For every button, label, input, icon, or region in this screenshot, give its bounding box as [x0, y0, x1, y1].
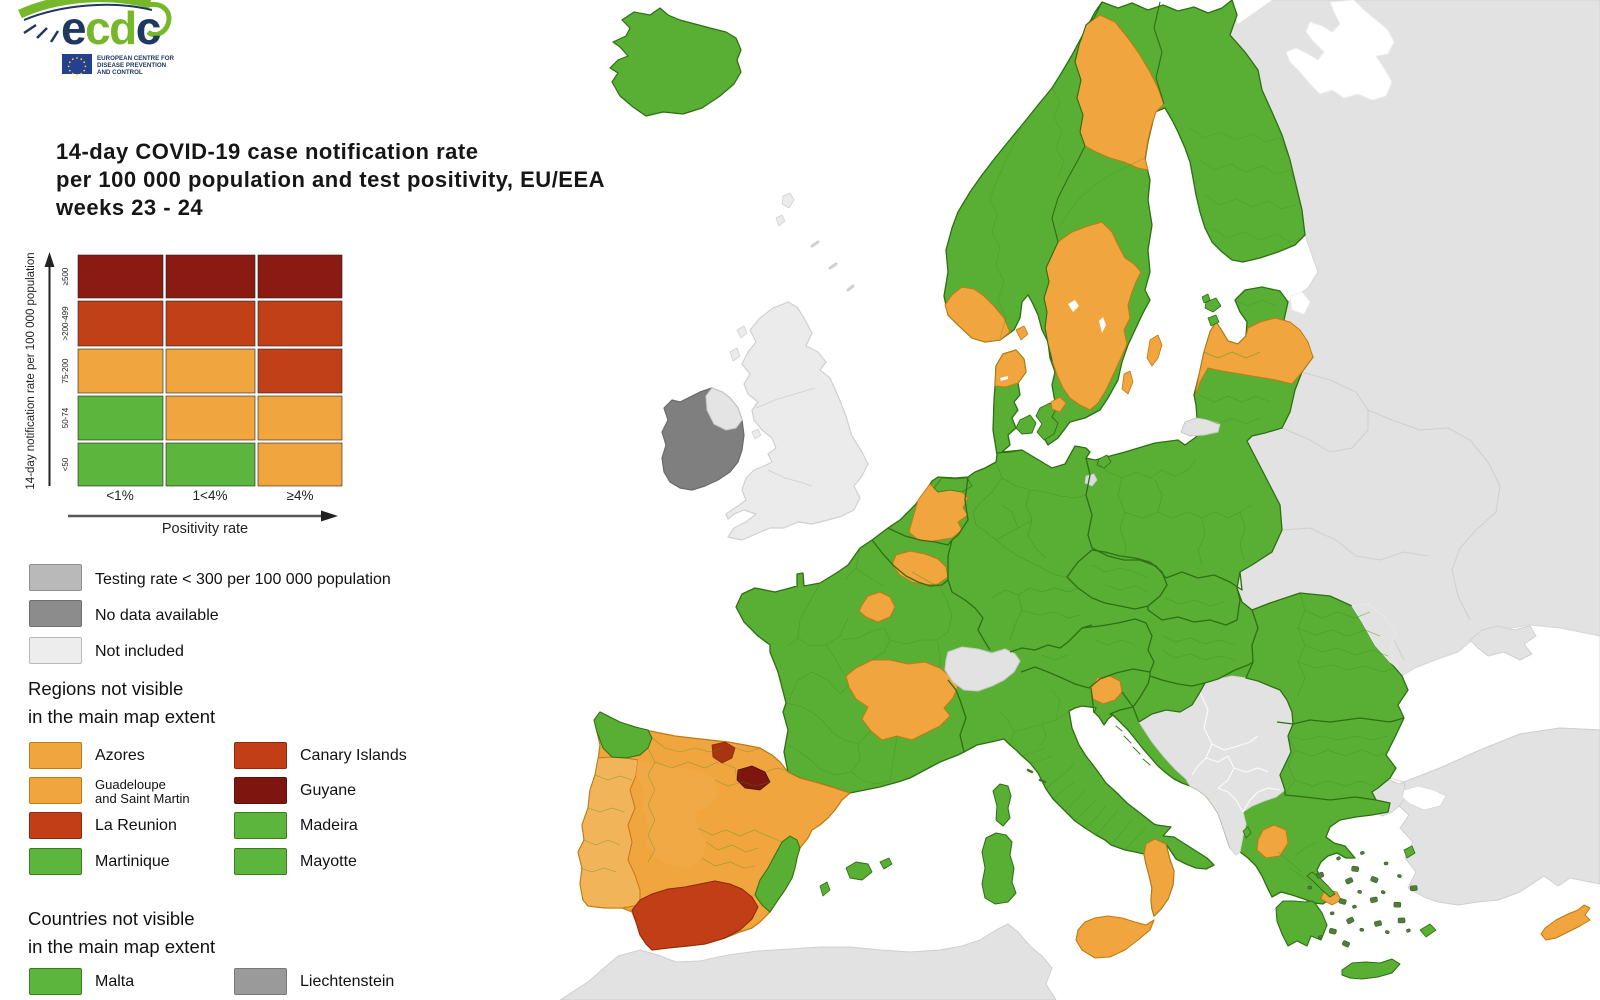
svg-text:DISEASE PREVENTION: DISEASE PREVENTION — [97, 62, 167, 69]
svg-text:1<4%: 1<4% — [193, 488, 228, 503]
svg-text:>200-499: >200-499 — [61, 306, 70, 341]
svg-text:≥4%: ≥4% — [287, 488, 314, 503]
svg-text:EUROPEAN CENTRE FOR: EUROPEAN CENTRE FOR — [97, 55, 175, 62]
svg-text:AND CONTROL: AND CONTROL — [97, 69, 143, 76]
svg-text:14-day notification rate per 1: 14-day notification rate per 100 000 pop… — [25, 252, 37, 489]
svg-text:Positivity rate: Positivity rate — [162, 521, 248, 537]
svg-text:75-200: 75-200 — [61, 358, 70, 383]
svg-text:<1%: <1% — [106, 488, 133, 503]
svg-text:<50: <50 — [61, 457, 70, 471]
svg-text:50-74: 50-74 — [61, 407, 70, 428]
svg-text:ecdc: ecdc — [61, 2, 161, 54]
svg-text:≥500: ≥500 — [61, 267, 70, 285]
